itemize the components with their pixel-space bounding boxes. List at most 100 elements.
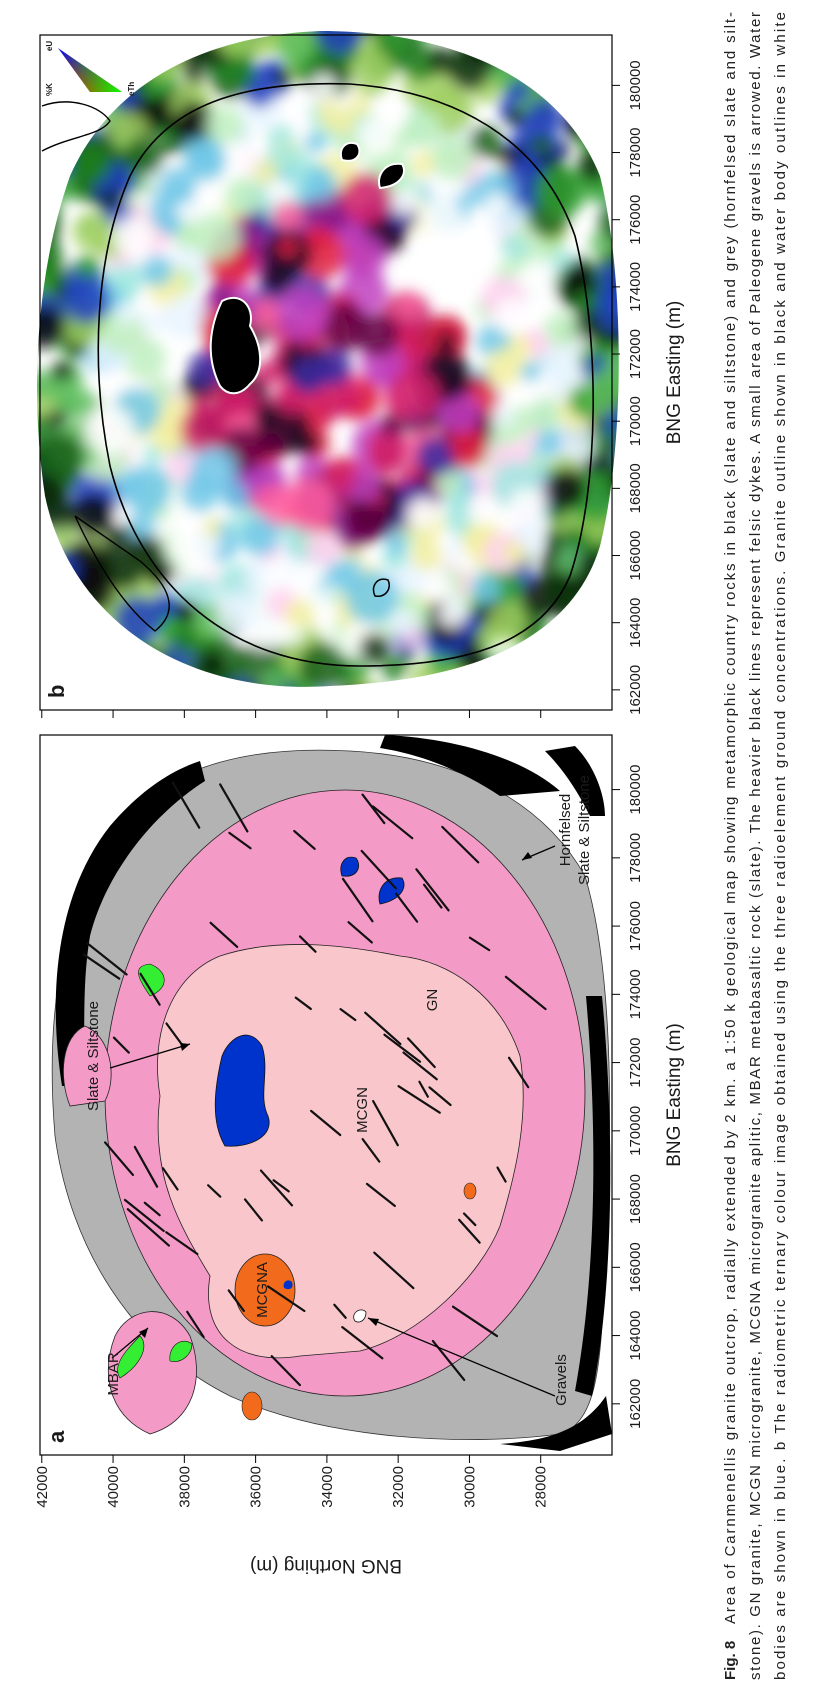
- colour-patch: [290, 358, 326, 394]
- colour-patch: [310, 74, 338, 102]
- colour-patch: [506, 107, 525, 126]
- colour-patch: [278, 238, 298, 258]
- x-tick-label: 176000: [627, 195, 644, 245]
- colour-patch: [220, 21, 242, 43]
- colour-patch: [72, 146, 111, 185]
- colour-patch: [485, 349, 524, 388]
- caption-label: Fig. 8: [722, 1641, 739, 1680]
- x-tick-label: 162000: [627, 665, 644, 715]
- x-tick-label: 178000: [627, 128, 644, 178]
- panel-label: b: [44, 685, 69, 698]
- geological-map: [52, 735, 612, 1451]
- colour-patch: [399, 294, 419, 314]
- y-tick-label: 38000: [176, 1466, 193, 1508]
- colour-patch: [494, 298, 531, 335]
- colour-patch: [566, 104, 596, 134]
- colour-patch: [354, 0, 373, 13]
- colour-patch: [446, 491, 470, 515]
- water-outline: [341, 143, 360, 161]
- colour-patch: [453, 8, 493, 48]
- colour-patch: [238, 0, 275, 26]
- colour-patch: [446, 668, 475, 697]
- colour-patch: [112, 216, 153, 257]
- x-axis-title: BNG Easting (m): [664, 301, 685, 445]
- colour-patch: [276, 287, 328, 339]
- x-tick-label: 174000: [627, 969, 644, 1019]
- colour-patch: [37, 432, 85, 480]
- colour-patch: [387, 369, 441, 423]
- colour-patch: [50, 376, 85, 411]
- colour-patch: [573, 595, 601, 623]
- colour-patch: [192, 212, 241, 261]
- x-tick-label: 168000: [627, 463, 644, 513]
- colour-patch: [237, 11, 263, 37]
- colour-patch: [520, 362, 540, 382]
- colour-patch: [0, 332, 29, 378]
- map-label: MCGN: [354, 1087, 371, 1133]
- caption-line: bodies are shown in blue. b The radiomet…: [772, 12, 789, 1680]
- colour-patch: [574, 289, 596, 311]
- aplite-patch: [464, 1183, 476, 1199]
- x-tick-label: 166000: [627, 530, 644, 580]
- colour-patch: [544, 468, 586, 510]
- colour-patch: [293, 683, 319, 709]
- y-tick-label: 36000: [248, 1466, 265, 1508]
- colour-patch: [26, 242, 61, 277]
- rotated-page: 1620001640001660001680001700001720001740…: [0, 0, 789, 1680]
- colour-patch: [203, 518, 222, 537]
- colour-patch: [418, 198, 464, 244]
- colour-patch: [388, 608, 416, 636]
- colour-patch: [331, 700, 361, 730]
- colour-patch: [273, 201, 303, 231]
- y-tick-label: 40000: [105, 1466, 122, 1508]
- colour-patch: [452, 551, 473, 572]
- colour-patch: [76, 255, 100, 279]
- colour-patch: [17, 443, 42, 468]
- colour-patch: [431, 137, 474, 180]
- colour-patch: [565, 263, 594, 292]
- y-tick-label: 32000: [390, 1466, 407, 1508]
- colour-patch: [216, 16, 257, 57]
- colour-patch: [349, 0, 395, 34]
- colour-patch: [112, 642, 131, 661]
- colour-patch: [180, 406, 228, 454]
- x-tick-label: 162000: [627, 1379, 644, 1429]
- x-axis-title: BNG Easting (m): [664, 1023, 685, 1167]
- colour-patch: [173, 625, 201, 653]
- colour-patch: [152, 592, 179, 619]
- colour-patch: [161, 216, 181, 236]
- colour-patch: [523, 259, 556, 292]
- colour-patch: [471, 662, 504, 695]
- colour-patch: [196, 9, 215, 28]
- colour-patch: [0, 304, 21, 326]
- colour-patch: [71, 494, 115, 538]
- colour-patch: [566, 527, 588, 549]
- legend-label: %K: [45, 83, 54, 96]
- colour-patch: [421, 570, 452, 601]
- colour-patch: [256, 431, 284, 459]
- y-tick-label: 34000: [319, 1466, 336, 1508]
- colour-patch: [527, 398, 561, 432]
- colour-patch: [118, 638, 145, 665]
- y-tick-label: 28000: [533, 1466, 550, 1508]
- colour-patch: [322, 206, 349, 233]
- y-tick-label: 30000: [461, 1466, 478, 1508]
- ternary-legend: [58, 48, 122, 92]
- colour-patch: [216, 591, 259, 634]
- map-label: MCGNA: [254, 1262, 271, 1318]
- colour-patch: [405, 8, 438, 41]
- colour-patch: [193, 689, 212, 708]
- colour-patch: [131, 536, 164, 569]
- colour-patch: [485, 653, 532, 700]
- colour-patch: [451, 673, 491, 713]
- colour-patch: [208, 0, 259, 43]
- x-tick-label: 178000: [627, 833, 644, 883]
- colour-patch: [286, 0, 312, 23]
- colour-patch: [190, 0, 243, 40]
- colour-patch: [465, 15, 494, 44]
- colour-patch: [407, 497, 440, 530]
- colour-patch: [416, 437, 454, 475]
- caption-line: stone). GN granite, MCGN microgranite, M…: [747, 12, 764, 1680]
- colour-patch: [296, 0, 331, 32]
- colour-patch: [356, 313, 400, 357]
